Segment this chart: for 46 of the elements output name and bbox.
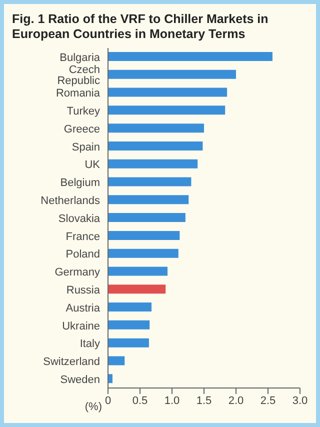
bar xyxy=(108,70,236,79)
x-tick-label: 0.5 xyxy=(132,394,148,407)
bar xyxy=(108,159,198,168)
x-tick-label: 0 xyxy=(104,394,112,407)
y-tick-label: Sweden xyxy=(60,374,100,386)
y-tick-label: Netherlands xyxy=(40,195,100,208)
y-tick-label: Poland xyxy=(66,248,100,261)
y-tick-label: Russia xyxy=(66,284,101,296)
bar xyxy=(108,213,186,222)
bar xyxy=(108,266,168,276)
bar xyxy=(108,338,149,348)
x-tick-label: 3.0 xyxy=(292,394,308,407)
chart-title: Fig. 1 Ratio of the VRF to Chiller Markets in European Countries in Monetary Terms xyxy=(11,11,270,43)
bar xyxy=(108,177,192,186)
bar xyxy=(108,106,226,115)
y-tick-label: Czech Republic xyxy=(57,64,100,88)
y-tick-label: France xyxy=(66,230,100,243)
x-tick-label: 2.5 xyxy=(260,394,276,407)
x-axis-title: (%) xyxy=(84,400,102,413)
bar xyxy=(108,356,125,366)
y-tick-label: Greece xyxy=(64,123,100,136)
x-tick-label: 2.0 xyxy=(228,394,244,407)
x-tick-label: 1.0 xyxy=(164,394,180,407)
y-tick-label: Bulgaria xyxy=(60,52,101,64)
y-tick-label: Italy xyxy=(80,338,100,350)
x-tick-label: 1.5 xyxy=(196,394,212,407)
y-tick-label: Germany xyxy=(54,266,100,279)
bar xyxy=(108,248,178,258)
bar xyxy=(108,52,272,61)
bar xyxy=(108,302,152,312)
y-tick-label: Belgium xyxy=(60,177,100,190)
y-tick-label: Switzerland xyxy=(43,356,100,368)
y-tick-label: Spain xyxy=(72,141,100,154)
bar xyxy=(108,195,189,204)
y-tick-label: Romania xyxy=(56,88,101,100)
bar xyxy=(108,230,180,240)
bar xyxy=(108,124,204,133)
y-tick-label: Ukraine xyxy=(62,320,100,332)
bar xyxy=(108,88,228,97)
bar xyxy=(108,141,203,150)
bar xyxy=(108,320,150,330)
bar xyxy=(108,284,166,294)
y-tick-label: Slovakia xyxy=(58,212,101,225)
y-tick-label: Turkey xyxy=(66,106,100,118)
y-tick-label: UK xyxy=(84,159,101,172)
y-tick-label: Austria xyxy=(66,302,101,314)
